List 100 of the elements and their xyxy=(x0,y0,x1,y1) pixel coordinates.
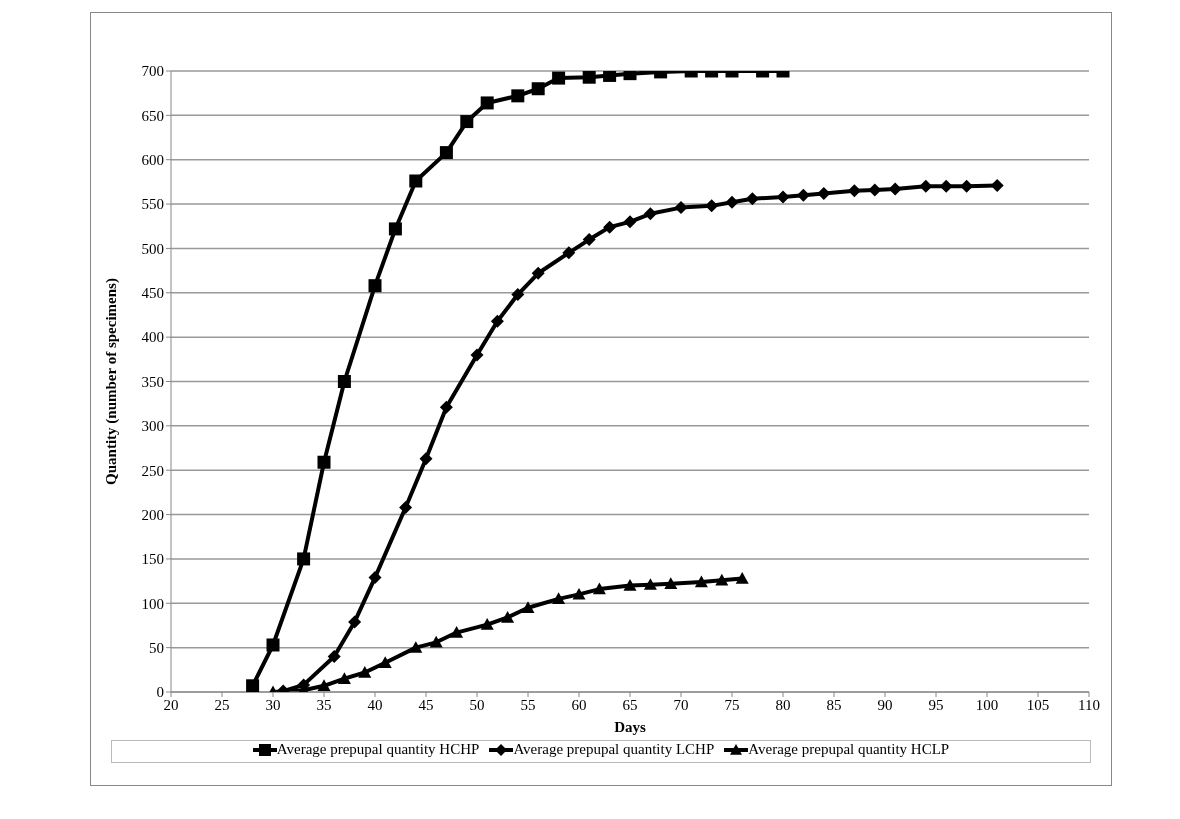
x-tick-label: 70 xyxy=(673,696,689,713)
point xyxy=(735,571,749,584)
point xyxy=(960,179,974,193)
point xyxy=(490,314,504,328)
point xyxy=(317,455,331,469)
point xyxy=(603,220,617,234)
x-tick-label: 105 xyxy=(1026,696,1050,713)
point xyxy=(572,587,586,600)
point xyxy=(705,199,719,213)
point xyxy=(694,575,708,588)
point xyxy=(439,146,453,160)
point xyxy=(643,578,657,590)
point xyxy=(725,195,739,209)
point xyxy=(419,452,433,466)
y-tick-label: 600 xyxy=(141,152,164,169)
point xyxy=(817,186,831,200)
x-tick-label: 95 xyxy=(928,696,944,713)
y-tick-label: 200 xyxy=(141,506,164,523)
point xyxy=(358,665,372,678)
point xyxy=(409,641,423,653)
point xyxy=(378,656,392,668)
point xyxy=(511,89,525,103)
point xyxy=(582,71,596,84)
y-tick-label: 500 xyxy=(141,240,164,257)
point xyxy=(399,500,413,514)
point xyxy=(460,115,474,129)
point xyxy=(246,679,260,692)
y-tick-label: 700 xyxy=(141,63,164,80)
x-tick-label: 45 xyxy=(418,696,434,713)
y-tick-label: 450 xyxy=(141,285,164,302)
x-tick-label: 25 xyxy=(214,696,230,713)
point xyxy=(990,178,1004,192)
point xyxy=(521,601,535,613)
point xyxy=(480,618,494,630)
point xyxy=(643,207,657,221)
point xyxy=(368,571,382,585)
x-tick-label: 20 xyxy=(163,696,179,713)
point xyxy=(266,638,280,652)
point xyxy=(796,188,810,202)
point xyxy=(368,279,382,293)
point xyxy=(745,192,759,206)
point xyxy=(847,184,861,198)
point xyxy=(776,190,790,204)
x-tick-label: 80 xyxy=(775,696,791,713)
point xyxy=(480,96,494,110)
point xyxy=(501,610,515,623)
y-tick-label: 300 xyxy=(141,418,164,435)
point xyxy=(562,246,576,260)
point xyxy=(552,71,566,85)
point xyxy=(470,348,484,362)
y-tick-label: 150 xyxy=(141,551,164,568)
x-tick-label: 65 xyxy=(622,696,638,713)
point xyxy=(409,174,423,188)
y-tick-label: 350 xyxy=(141,373,164,390)
y-tick-label: 100 xyxy=(141,595,164,612)
y-tick-label: 400 xyxy=(141,329,164,346)
y-tick-label: 250 xyxy=(141,462,164,479)
point xyxy=(664,577,678,589)
point xyxy=(603,71,617,82)
point xyxy=(337,375,351,388)
legend-label: Average prepupal quantity HCLP xyxy=(748,741,950,758)
point xyxy=(582,233,596,247)
x-tick-label: 75 xyxy=(724,696,740,713)
point xyxy=(531,82,545,96)
y-axis-title: Quantity (number of specimens) xyxy=(103,278,121,485)
point xyxy=(439,400,453,414)
point xyxy=(327,650,341,664)
point xyxy=(450,626,464,638)
x-tick-label: 100 xyxy=(975,696,999,713)
y-tick-label: 0 xyxy=(156,684,164,701)
x-tick-label: 40 xyxy=(367,696,383,713)
y-tick-label: 550 xyxy=(141,196,164,213)
point xyxy=(888,182,902,196)
y-tick-label: 650 xyxy=(141,107,164,124)
x-tick-label: 35 xyxy=(316,696,332,713)
point xyxy=(623,579,637,591)
point xyxy=(297,552,311,566)
point xyxy=(348,615,362,629)
x-tick-label: 110 xyxy=(1078,696,1100,713)
point xyxy=(511,288,525,302)
point xyxy=(623,215,637,229)
point xyxy=(317,679,331,691)
point xyxy=(868,183,882,197)
x-tick-label: 30 xyxy=(265,696,281,713)
point xyxy=(715,573,729,586)
x-axis-title: Days xyxy=(614,719,646,735)
point xyxy=(919,179,933,193)
x-tick-label: 90 xyxy=(877,696,893,713)
legend-label: Average prepupal quantity LCHP xyxy=(513,741,715,758)
point xyxy=(674,201,688,215)
legend-label: Average prepupal quantity HCHP xyxy=(276,741,480,758)
x-tick-label: 85 xyxy=(826,696,842,713)
x-tick-label: 50 xyxy=(469,696,485,713)
x-tick-label: 60 xyxy=(571,696,587,713)
x-tick-label: 55 xyxy=(520,696,536,713)
point xyxy=(592,582,606,595)
point xyxy=(388,222,402,236)
point xyxy=(337,672,351,684)
point xyxy=(552,592,566,605)
point xyxy=(939,179,953,193)
